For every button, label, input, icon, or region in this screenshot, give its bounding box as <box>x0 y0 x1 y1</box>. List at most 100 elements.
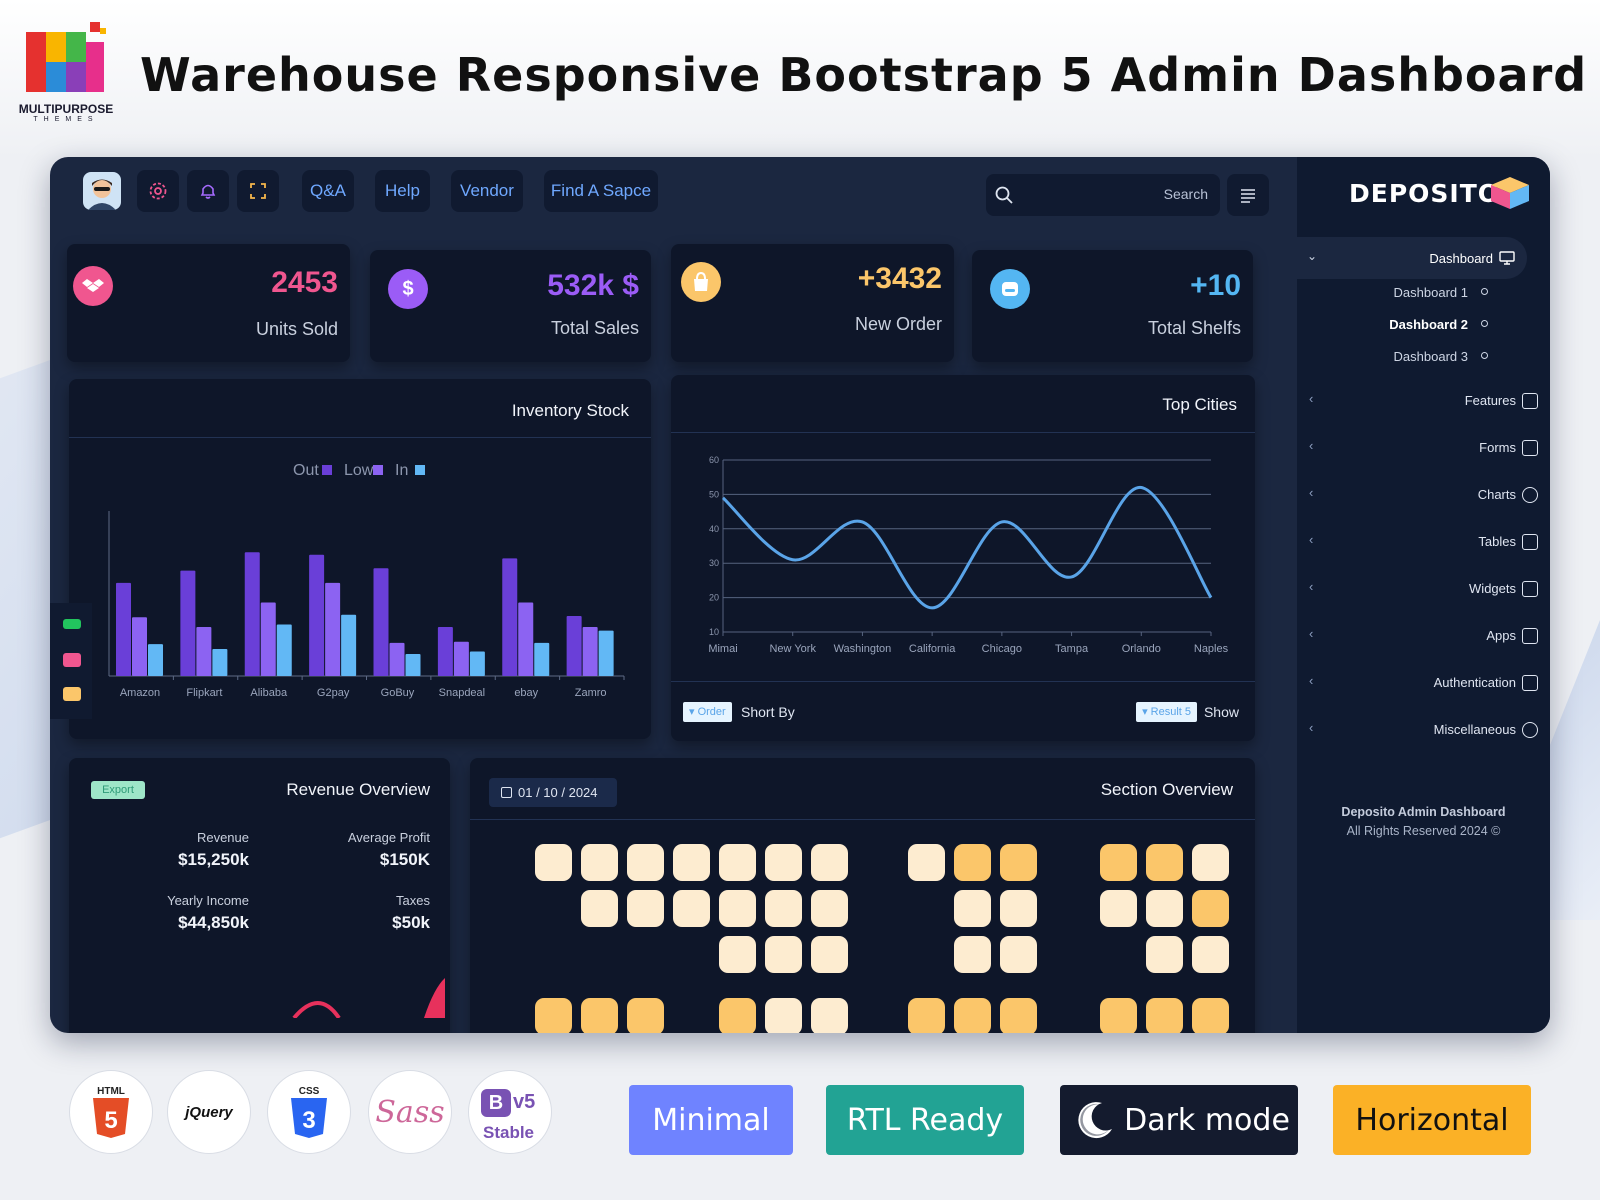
result-badge-label: Result 5 <box>1150 706 1191 718</box>
seat[interactable] <box>954 998 991 1033</box>
seat[interactable] <box>719 936 756 973</box>
bar <box>389 642 405 676</box>
stat-label: Total Sales <box>550 318 639 338</box>
seat[interactable] <box>1000 998 1037 1033</box>
notifications-button[interactable] <box>187 170 229 212</box>
seat[interactable] <box>1192 844 1229 881</box>
sidebar-item-charts[interactable]: ‹ Charts <box>1297 484 1550 508</box>
seat[interactable] <box>719 890 756 927</box>
sidebar-item-tables[interactable]: ‹ Tables <box>1297 531 1550 555</box>
seat[interactable] <box>811 998 848 1033</box>
x-tick-label: Alibaba <box>250 687 288 699</box>
seat[interactable] <box>1000 890 1037 927</box>
sidebar-item-label: Tables <box>1478 534 1516 549</box>
seat[interactable] <box>954 890 991 927</box>
fullscreen-button[interactable] <box>237 170 279 212</box>
search-box[interactable]: Search <box>986 174 1220 216</box>
chat-icon[interactable] <box>63 687 81 701</box>
seat[interactable] <box>627 890 664 927</box>
seat[interactable] <box>765 890 802 927</box>
html-text: HTML <box>97 1086 125 1097</box>
sidebar-item-forms[interactable]: ‹ Forms <box>1297 437 1550 461</box>
settings-button[interactable] <box>137 170 179 212</box>
seat[interactable] <box>535 998 572 1033</box>
bar <box>566 615 582 676</box>
seat[interactable] <box>1146 936 1183 973</box>
sidebar-item-features[interactable]: ‹ Features <box>1297 390 1550 414</box>
seat[interactable] <box>1146 998 1183 1033</box>
seat[interactable] <box>673 844 710 881</box>
seat[interactable] <box>1100 844 1137 881</box>
monitor-icon <box>1499 251 1515 265</box>
seat[interactable] <box>765 998 802 1033</box>
chevron-down-icon: ⌄ <box>1307 249 1318 263</box>
pie-chart-icon <box>1522 487 1538 503</box>
seat[interactable] <box>1100 890 1137 927</box>
seat[interactable] <box>1192 936 1229 973</box>
sidebar-item-dashboard[interactable]: ⌄ Dashboard <box>1297 237 1527 279</box>
seat[interactable] <box>1100 998 1137 1033</box>
sidebar-subitem-dashboard-2[interactable]: Dashboard 2 <box>1389 317 1468 332</box>
sidebar-item-miscellaneous[interactable]: ‹ Miscellaneous <box>1297 719 1550 743</box>
money-icon[interactable] <box>63 619 81 629</box>
sidebar-subitem-dashboard-3[interactable]: Dashboard 3 <box>1393 349 1468 364</box>
export-button[interactable]: Export <box>91 781 145 799</box>
vendor-link[interactable]: Vendor <box>451 170 523 212</box>
seat[interactable] <box>811 844 848 881</box>
qa-link[interactable]: Q&A <box>302 170 354 212</box>
seat[interactable] <box>811 890 848 927</box>
sidebar-item-authentication[interactable]: ‹ Authentication <box>1297 672 1550 696</box>
seat[interactable] <box>954 936 991 973</box>
help-link[interactable]: Help <box>375 170 430 212</box>
seat[interactable] <box>1146 844 1183 881</box>
sass-badge: Sass <box>368 1070 452 1154</box>
x-tick-label: ebay <box>514 687 538 699</box>
seat[interactable] <box>581 844 618 881</box>
seat[interactable] <box>535 844 572 881</box>
warning-icon <box>1522 722 1538 738</box>
seat[interactable] <box>908 844 945 881</box>
seat[interactable] <box>1146 890 1183 927</box>
widgets-icon <box>1522 581 1538 597</box>
sidebar-item-apps[interactable]: ‹ Apps <box>1297 625 1550 649</box>
sidebar-subitem-dashboard-1[interactable]: Dashboard 1 <box>1393 285 1468 300</box>
seat[interactable] <box>1000 936 1037 973</box>
find-a-space-link[interactable]: Find A Sapce <box>544 170 658 212</box>
result-dropdown[interactable]: ▾ Result 5 <box>1136 702 1197 722</box>
seat[interactable] <box>1192 998 1229 1033</box>
stat-value: +10 <box>1190 269 1241 302</box>
sidebar-item-widgets[interactable]: ‹ Widgets <box>1297 578 1550 602</box>
jquery-text: jQuery <box>185 1103 233 1121</box>
stat-label: New Order <box>854 314 942 334</box>
seat[interactable] <box>908 998 945 1033</box>
seat[interactable] <box>627 998 664 1033</box>
seat[interactable] <box>1192 890 1229 927</box>
seat[interactable] <box>1000 844 1037 881</box>
seat[interactable] <box>581 890 618 927</box>
seat[interactable] <box>719 844 756 881</box>
seat[interactable] <box>581 998 618 1033</box>
seat[interactable] <box>765 936 802 973</box>
fullscreen-icon <box>250 183 266 199</box>
date-picker[interactable]: 01 / 10 / 2024 <box>489 778 617 807</box>
y-tick-label: 60 <box>709 455 719 465</box>
bell-icon <box>200 184 216 199</box>
lock-icon <box>1522 675 1538 691</box>
revenue-chart-edge <box>292 978 445 1018</box>
seat[interactable] <box>673 890 710 927</box>
seat[interactable] <box>954 844 991 881</box>
order-dropdown[interactable]: ▾ Order <box>683 702 732 722</box>
bar <box>212 649 228 676</box>
menu-toggle-button[interactable] <box>1227 174 1269 216</box>
minimal-badge: Minimal <box>629 1085 793 1155</box>
avatar[interactable] <box>83 172 121 210</box>
search-input[interactable]: Search <box>1163 186 1208 202</box>
seat[interactable] <box>765 844 802 881</box>
seat[interactable] <box>719 998 756 1033</box>
seat[interactable] <box>627 844 664 881</box>
seat[interactable] <box>811 936 848 973</box>
image-icon[interactable] <box>63 653 81 667</box>
bar <box>116 582 131 676</box>
y-tick-label: 40 <box>709 524 719 534</box>
x-tick-label: Zamro <box>575 687 607 699</box>
